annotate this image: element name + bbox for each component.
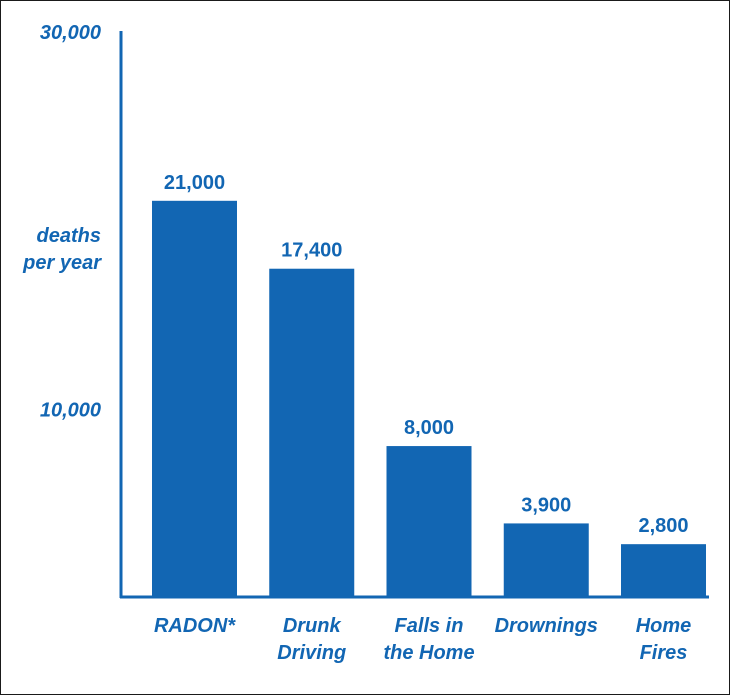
y-tick-label: 10,000 [40, 399, 101, 421]
x-tick-label: Falls in the Home [383, 615, 474, 664]
value-label: 2,800 [638, 515, 688, 537]
value-label: 21,000 [164, 172, 225, 194]
x-tick-labels: RADON* Drunk Driving Falls in the Home Drowni… [154, 615, 691, 664]
bar [503, 523, 589, 597]
y-axis-label: deaths per year [22, 225, 102, 274]
value-label: 17,400 [281, 240, 342, 262]
value-label: 3,900 [521, 494, 571, 516]
y-tick-labels: 30,000 10,000 [40, 22, 101, 421]
bar [269, 268, 355, 597]
x-tick-label: RADON* [154, 615, 236, 637]
bar [152, 200, 237, 598]
bar [386, 446, 472, 597]
x-tick-label: Drunk Driving [277, 615, 346, 664]
y-tick-label: 30,000 [40, 22, 101, 44]
x-tick-label: Home Fires [636, 615, 692, 664]
x-tick-label: Drownings [495, 615, 598, 637]
bar [621, 544, 706, 597]
value-label: 8,000 [404, 417, 454, 439]
bars [152, 200, 706, 598]
value-labels: 21,000 17,400 8,000 3,900 2,800 [164, 172, 689, 537]
